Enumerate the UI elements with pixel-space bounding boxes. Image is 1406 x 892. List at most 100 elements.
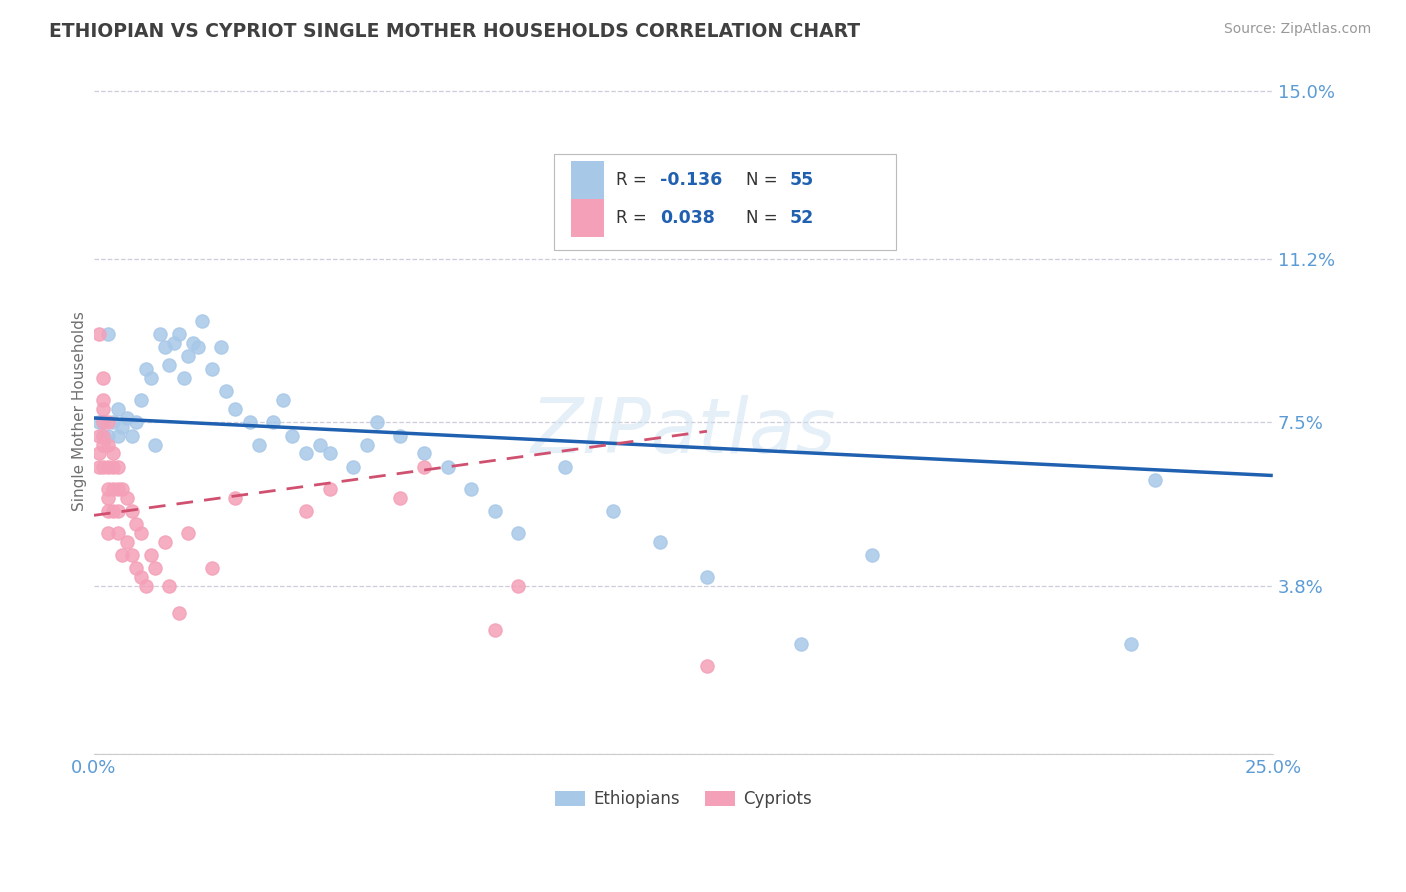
Point (696, 658, 718, 673)
Point (413, 446, 436, 460)
Text: ZIPatlas: ZIPatlas (530, 395, 837, 469)
Point (93, 459, 115, 474)
Point (87, 446, 110, 460)
Point (224, 491, 246, 505)
Point (121, 548, 143, 562)
Point (1121, 637, 1143, 651)
Y-axis label: Single Mother Households: Single Mother Households (72, 311, 87, 511)
Legend: Ethiopians, Cypriots: Ethiopians, Cypriots (548, 783, 818, 814)
Text: ETHIOPIAN VS CYPRIOT SINGLE MOTHER HOUSEHOLDS CORRELATION CHART: ETHIOPIAN VS CYPRIOT SINGLE MOTHER HOUSE… (49, 22, 860, 41)
Point (87, 326, 110, 341)
Point (201, 362, 224, 376)
Point (129, 393, 152, 408)
Point (97, 326, 120, 341)
Text: -0.136: -0.136 (659, 171, 723, 189)
Point (93, 416, 115, 430)
Point (318, 446, 340, 460)
Point (143, 561, 166, 575)
Point (215, 384, 238, 399)
Point (111, 482, 134, 496)
Point (389, 491, 412, 505)
Point (125, 561, 148, 575)
Point (271, 393, 294, 408)
Point (143, 437, 166, 451)
Text: 0.038: 0.038 (659, 209, 714, 227)
Point (93, 393, 115, 408)
Point (97, 526, 120, 541)
Point (1143, 473, 1166, 487)
Point (101, 504, 124, 518)
Point (129, 570, 152, 584)
Point (93, 428, 115, 442)
Text: R =: R = (616, 209, 652, 227)
Point (111, 420, 134, 434)
Point (101, 416, 124, 430)
Point (125, 517, 148, 532)
Text: 55: 55 (789, 171, 814, 189)
Point (167, 326, 190, 341)
Point (101, 482, 124, 496)
Point (153, 340, 176, 354)
Point (87, 416, 110, 430)
Point (366, 416, 388, 430)
Point (93, 437, 115, 451)
Point (790, 637, 813, 651)
Point (121, 504, 143, 518)
Point (295, 504, 318, 518)
Point (163, 335, 186, 350)
Point (173, 371, 195, 385)
Point (167, 606, 190, 620)
Point (115, 491, 138, 505)
Text: R =: R = (616, 171, 652, 189)
Point (413, 459, 436, 474)
Point (356, 437, 378, 451)
Point (318, 482, 340, 496)
Point (157, 358, 180, 372)
Point (139, 371, 162, 385)
Point (125, 416, 148, 430)
Point (97, 437, 120, 451)
Point (309, 437, 332, 451)
Point (696, 570, 718, 584)
Point (107, 526, 129, 541)
Text: Source: ZipAtlas.com: Source: ZipAtlas.com (1223, 22, 1371, 37)
Point (262, 416, 284, 430)
Point (201, 561, 224, 575)
Point (111, 548, 134, 562)
Point (484, 624, 506, 638)
FancyBboxPatch shape (554, 154, 896, 251)
Point (93, 428, 115, 442)
Point (224, 402, 246, 417)
Point (93, 371, 115, 385)
Point (149, 326, 172, 341)
Text: N =: N = (745, 209, 783, 227)
Point (115, 534, 138, 549)
Point (97, 504, 120, 518)
Point (129, 526, 152, 541)
Point (101, 446, 124, 460)
Point (436, 459, 458, 474)
Point (281, 428, 304, 442)
Point (107, 428, 129, 442)
Point (97, 491, 120, 505)
Text: 52: 52 (789, 209, 814, 227)
Point (107, 482, 129, 496)
Point (135, 579, 157, 593)
Point (484, 504, 506, 518)
Point (177, 349, 200, 363)
Point (97, 459, 120, 474)
Point (508, 579, 530, 593)
Point (181, 335, 204, 350)
Point (177, 526, 200, 541)
Point (93, 416, 115, 430)
Point (460, 482, 482, 496)
Point (93, 402, 115, 417)
Point (87, 428, 110, 442)
Point (115, 411, 138, 425)
Point (121, 428, 143, 442)
Point (295, 446, 318, 460)
Point (860, 548, 883, 562)
Point (508, 526, 530, 541)
Point (389, 428, 412, 442)
Point (554, 459, 576, 474)
